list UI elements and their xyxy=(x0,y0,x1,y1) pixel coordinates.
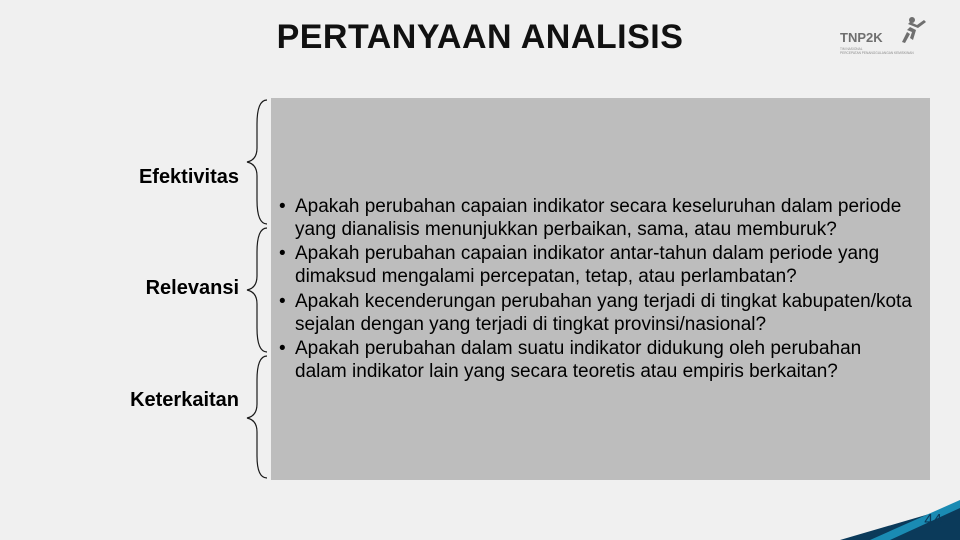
bracket-column xyxy=(243,98,271,480)
category-label-keterkaitan: Keterkaitan xyxy=(88,389,243,412)
logo-svg: TNP2K TIM NASIONAL PERCEPATAN PENANGGULA… xyxy=(840,14,930,58)
body: Efektivitas Relevansi Keterkaitan Apakah… xyxy=(88,98,930,480)
logo: TNP2K TIM NASIONAL PERCEPATAN PENANGGULA… xyxy=(840,14,930,58)
slide-title: PERTANYAAN ANALISIS xyxy=(0,18,960,57)
bullet-item: Apakah perubahan dalam suatu indikator d… xyxy=(277,337,916,383)
logo-subtitle-2: PERCEPATAN PENANGGULANGAN KEMISKINAN xyxy=(840,51,914,55)
bullet-item: Apakah kecenderungan perubahan yang terj… xyxy=(277,290,916,336)
category-label-relevansi: Relevansi xyxy=(88,277,243,300)
bullet-list: Apakah perubahan capaian indikator secar… xyxy=(277,194,916,384)
slide: PERTANYAAN ANALISIS TNP2K TIM NASIONAL P… xyxy=(0,0,960,540)
logo-text: TNP2K xyxy=(840,30,883,45)
bracket-svg xyxy=(243,98,271,480)
category-labels: Efektivitas Relevansi Keterkaitan xyxy=(88,98,243,480)
page-number: 44 xyxy=(924,512,942,530)
category-label-efektivitas: Efektivitas xyxy=(88,166,243,189)
bullet-item: Apakah perubahan capaian indikator secar… xyxy=(277,195,916,241)
content-box: Apakah perubahan capaian indikator secar… xyxy=(271,98,930,480)
bullet-item: Apakah perubahan capaian indikator antar… xyxy=(277,242,916,288)
